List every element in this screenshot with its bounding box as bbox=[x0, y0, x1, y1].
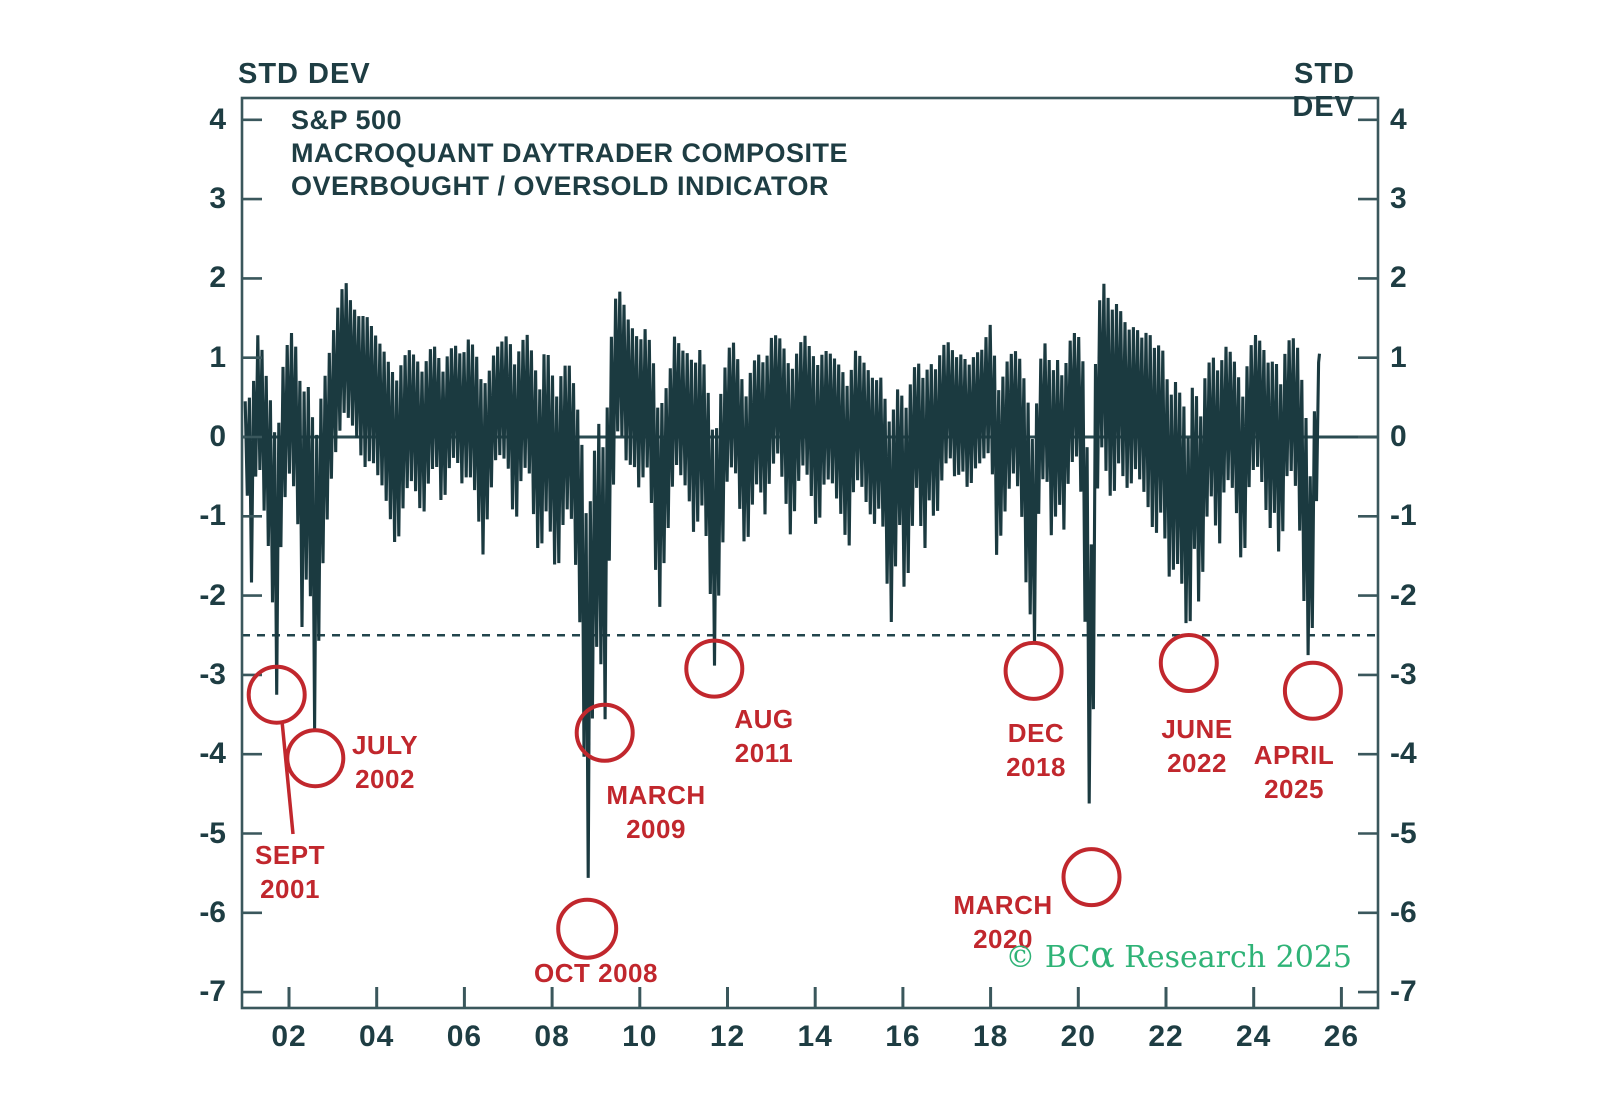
x-axis-label-10: 10 bbox=[622, 1020, 658, 1053]
y-axis-label-right-3: 3 bbox=[1390, 182, 1407, 216]
y-axis-label-left-3: 3 bbox=[209, 182, 226, 216]
x-axis-label-04: 04 bbox=[359, 1020, 395, 1053]
event-leader-sept-2001 bbox=[280, 720, 295, 835]
event-circle-sept-2001 bbox=[246, 664, 307, 725]
chart-title-line-3: OVERBOUGHT / OVERSOLD INDICATOR bbox=[291, 171, 830, 201]
event-circle-july-2002 bbox=[285, 728, 346, 789]
event-label-line: 2002 bbox=[355, 764, 415, 794]
y-axis-label-left-4: 4 bbox=[209, 102, 226, 136]
y-axis-label-right--6: -6 bbox=[1390, 895, 1417, 929]
event-label-line: 2001 bbox=[260, 874, 320, 904]
y-axis-label-right--3: -3 bbox=[1390, 657, 1417, 691]
x-axis-label-18: 18 bbox=[972, 1020, 1009, 1053]
event-label-oct-2008: OCT 2008 bbox=[534, 956, 658, 990]
x-axis-label-02: 02 bbox=[271, 1020, 307, 1053]
y-axis-label-right--2: -2 bbox=[1390, 578, 1417, 612]
event-circle-march-2009 bbox=[574, 702, 635, 763]
chart-title: S&P 500 MACROQUANT DAYTRADER COMPOSITE O… bbox=[291, 104, 848, 203]
x-axis-label-06: 06 bbox=[446, 1020, 483, 1053]
event-label-line: SEPT bbox=[255, 840, 325, 870]
chart-title-line-1: S&P 500 bbox=[291, 105, 403, 135]
y-axis-label-left--7: -7 bbox=[199, 975, 226, 1009]
y-axis-label-right--4: -4 bbox=[1390, 737, 1417, 771]
event-label-dec-2018: DEC 2018 bbox=[1006, 716, 1066, 784]
copyright-suffix: Research 2025 bbox=[1114, 940, 1352, 975]
x-axis-label-26: 26 bbox=[1323, 1020, 1360, 1053]
y-axis-label-left--4: -4 bbox=[199, 737, 226, 771]
event-label-line: MARCH bbox=[953, 890, 1053, 920]
y-axis-label-left--1: -1 bbox=[199, 499, 226, 533]
event-label-line: 2020 bbox=[973, 924, 1033, 954]
y-axis-label-right-2: 2 bbox=[1390, 261, 1407, 295]
event-label-sept-2001: SEPT 2001 bbox=[255, 838, 325, 906]
event-label-line: 2011 bbox=[734, 738, 794, 768]
y-axis-label-right--7: -7 bbox=[1390, 975, 1417, 1009]
event-circle-aug-2011 bbox=[684, 638, 745, 699]
indicator-series-line bbox=[243, 283, 1322, 878]
event-label-june-2022: JUNE 2022 bbox=[1161, 712, 1232, 780]
event-label-line: MARCH bbox=[606, 780, 706, 810]
event-label-line: 2009 bbox=[626, 814, 686, 844]
event-label-line: OCT 2008 bbox=[534, 958, 658, 988]
y-axis-label-right-0: 0 bbox=[1390, 420, 1407, 453]
event-label-line: DEC bbox=[1007, 718, 1065, 748]
event-label-line: AUG bbox=[734, 704, 794, 734]
y-axis-label-left--6: -6 bbox=[199, 895, 226, 929]
y-axis-title-left: STD DEV bbox=[238, 58, 371, 90]
x-axis-label-16: 16 bbox=[885, 1020, 921, 1053]
event-label-july-2002: JULY 2002 bbox=[352, 728, 418, 796]
event-label-line: 2018 bbox=[1006, 752, 1066, 782]
y-axis-title-right: STD DEV bbox=[1292, 58, 1355, 123]
bca-alpha-glyph: α bbox=[1090, 935, 1115, 976]
y-axis-label-right--1: -1 bbox=[1390, 499, 1417, 533]
event-label-line: 2022 bbox=[1167, 748, 1227, 778]
y-axis-label-left--5: -5 bbox=[199, 816, 226, 850]
y-axis-label-right-4: 4 bbox=[1390, 102, 1407, 136]
event-label-march-2009: MARCH 2009 bbox=[606, 778, 705, 846]
event-label-aug-2011: AUG 2011 bbox=[734, 702, 793, 770]
x-axis-label-22: 22 bbox=[1148, 1020, 1184, 1053]
event-circle-dec-2018 bbox=[1003, 640, 1064, 701]
y-axis-label-right-1: 1 bbox=[1390, 340, 1407, 374]
event-label-line: JUNE bbox=[1161, 714, 1233, 744]
event-circle-oct-2008 bbox=[556, 897, 619, 960]
x-axis-label-20: 20 bbox=[1060, 1020, 1096, 1053]
y-axis-label-left-1: 1 bbox=[209, 340, 226, 374]
copyright-bca-research: © BCα Research 2025 bbox=[1005, 938, 1352, 976]
event-label-line: 2025 bbox=[1264, 774, 1324, 804]
copyright-prefix: © BC bbox=[1005, 940, 1091, 975]
event-label-april-2025: APRIL 2025 bbox=[1254, 738, 1335, 806]
event-label-line: APRIL bbox=[1253, 740, 1335, 770]
y-axis-label-right--5: -5 bbox=[1390, 816, 1417, 850]
y-axis-label-left-2: 2 bbox=[209, 261, 226, 295]
x-axis-label-08: 08 bbox=[534, 1020, 570, 1053]
chart-title-line-2: MACROQUANT DAYTRADER COMPOSITE bbox=[291, 138, 849, 168]
x-axis-label-14: 14 bbox=[797, 1020, 833, 1053]
event-label-line: JULY bbox=[351, 730, 419, 760]
plot-frame bbox=[240, 96, 1380, 1010]
x-axis-label-24: 24 bbox=[1236, 1020, 1272, 1053]
x-axis-label-12: 12 bbox=[709, 1020, 746, 1053]
y-axis-label-left--2: -2 bbox=[199, 578, 226, 612]
y-axis-label-left-0: 0 bbox=[209, 420, 226, 453]
event-label-march-2020: MARCH 2020 bbox=[953, 888, 1052, 956]
event-circle-june-2022 bbox=[1158, 633, 1219, 693]
event-circle-april-2025 bbox=[1282, 660, 1343, 721]
y-axis-label-left--3: -3 bbox=[199, 657, 226, 691]
event-circle-march-2020 bbox=[1061, 847, 1122, 908]
